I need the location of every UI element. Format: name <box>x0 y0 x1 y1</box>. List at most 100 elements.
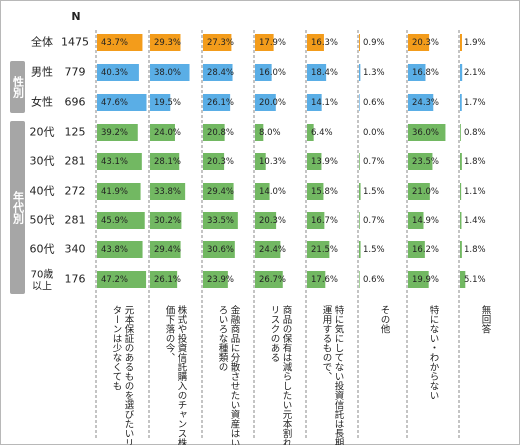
value-label-s7-r0: 1.9% <box>464 38 486 48</box>
row-n-7: 340 <box>65 243 86 256</box>
bar-s2-r4 <box>203 153 225 170</box>
value-label-s3-r2: 20.0% <box>259 98 286 108</box>
bar-s6-r2 <box>408 94 434 111</box>
value-label-s0-r0: 43.7% <box>101 38 128 48</box>
value-label-s4-r1: 18.4% <box>311 68 338 78</box>
bar-s4-r8 <box>307 271 326 288</box>
bar-s7-r8 <box>460 271 466 288</box>
bar-s7-r3 <box>460 124 461 141</box>
value-label-s0-r5: 41.9% <box>101 187 128 197</box>
value-label-s3-r0: 17.9% <box>259 38 286 48</box>
value-label-s2-r8: 23.9% <box>207 275 234 285</box>
bar-s0-r3 <box>97 124 138 141</box>
bar-s4-r4 <box>307 153 322 170</box>
value-label-s7-r4: 1.8% <box>464 157 486 167</box>
bar-s5-r8 <box>359 271 360 288</box>
value-label-s3-r7: 24.4% <box>259 245 286 255</box>
group-label-age-text: 年代別 <box>11 191 25 224</box>
row-n-5: 272 <box>65 185 86 198</box>
value-label-s6-r7: 16.2% <box>412 245 439 255</box>
row-label-0: 全体 <box>31 35 53 49</box>
row-label-8-line-2: 以上 <box>32 281 52 293</box>
bar-s1-r7 <box>150 241 181 258</box>
bar-s2-r8 <box>203 271 228 288</box>
group-label-gender-text: 性別 <box>11 76 25 98</box>
bar-s6-r6 <box>408 212 424 229</box>
category-label-3-line-1: 商品の保有は減らしたい元本割れ <box>281 304 293 445</box>
value-label-s0-r7: 43.8% <box>101 245 128 255</box>
value-label-s1-r4: 28.1% <box>154 157 181 167</box>
value-label-s5-r8: 0.6% <box>363 275 385 285</box>
value-label-s6-r1: 16.8% <box>412 68 439 78</box>
bar-s3-r0 <box>255 34 274 51</box>
row-label-7: 60代 <box>30 243 55 256</box>
row-label-1: 男性 <box>31 65 53 79</box>
value-label-s2-r3: 20.8% <box>207 128 234 138</box>
category-label-6-line-1: 特にない・わからない <box>428 304 440 400</box>
value-label-s0-r6: 45.9% <box>101 216 128 226</box>
bar-s0-r1 <box>97 64 139 81</box>
value-label-s2-r4: 20.3% <box>207 157 234 167</box>
bar-s7-r0 <box>460 34 462 51</box>
value-label-s4-r0: 16.3% <box>311 38 338 48</box>
bar-s4-r7 <box>307 241 330 258</box>
value-label-s1-r1: 38.0% <box>154 68 181 78</box>
bar-s7-r4 <box>460 153 462 170</box>
value-label-s1-r6: 30.2% <box>154 216 181 226</box>
bar-s5-r7 <box>359 241 361 258</box>
value-label-s6-r3: 36.0% <box>412 128 439 138</box>
row-n-4: 281 <box>65 155 86 168</box>
bar-s0-r7 <box>97 241 143 258</box>
bar-s6-r5 <box>408 183 430 200</box>
bar-s2-r6 <box>203 212 238 229</box>
bar-s5-r6 <box>359 212 360 229</box>
row-label-8-line-1: 70歳 <box>31 269 54 281</box>
category-label-1-line-1: 株式や投資信託購入のチャンス株 <box>176 304 188 445</box>
value-label-s2-r6: 33.5% <box>207 216 234 226</box>
value-label-s4-r7: 21.5% <box>311 245 338 255</box>
bar-s5-r1 <box>359 64 361 81</box>
value-label-s2-r7: 30.6% <box>207 245 234 255</box>
value-label-s6-r8: 19.9% <box>412 275 439 285</box>
value-label-s5-r4: 0.7% <box>363 157 385 167</box>
bar-s2-r3 <box>203 124 225 141</box>
value-label-s6-r5: 21.0% <box>412 187 439 197</box>
bar-s3-r6 <box>255 212 277 229</box>
group-label-age: 年代別 <box>10 121 25 294</box>
category-label-1-line-2: 価下落の今、 <box>164 304 176 362</box>
bar-s6-r3 <box>408 124 446 141</box>
value-label-s4-r6: 16.7% <box>311 216 338 226</box>
value-label-s5-r2: 0.6% <box>363 98 385 108</box>
value-label-s7-r5: 1.1% <box>464 187 486 197</box>
bar-s3-r1 <box>255 64 272 81</box>
value-label-s4-r3: 6.4% <box>311 128 333 138</box>
value-label-s6-r0: 20.3% <box>412 38 439 48</box>
row-n-1: 779 <box>65 66 86 79</box>
bar-s2-r1 <box>203 64 233 81</box>
bar-s7-r1 <box>460 64 463 81</box>
bar-s6-r4 <box>408 153 433 170</box>
value-label-s4-r8: 17.6% <box>311 275 338 285</box>
bar-s4-r6 <box>307 212 325 229</box>
value-label-s7-r7: 1.8% <box>464 245 486 255</box>
value-label-s1-r7: 29.4% <box>154 245 181 255</box>
value-label-s1-r5: 33.8% <box>154 187 181 197</box>
bar-s6-r7 <box>408 241 425 258</box>
bar-s0-r6 <box>97 212 145 229</box>
value-label-s2-r1: 28.4% <box>207 68 234 78</box>
value-label-s4-r2: 14.1% <box>311 98 338 108</box>
bar-s7-r7 <box>460 241 462 258</box>
bar-s6-r1 <box>408 64 426 81</box>
value-label-s2-r5: 29.4% <box>207 187 234 197</box>
value-label-s1-r0: 29.3% <box>154 38 181 48</box>
category-label-7-line-1: 無回答 <box>480 304 492 334</box>
bar-s3-r2 <box>255 94 276 111</box>
bar-s0-r4 <box>97 153 142 170</box>
value-label-s7-r2: 1.7% <box>464 98 486 108</box>
bar-s1-r2 <box>150 94 171 111</box>
value-label-s6-r2: 24.3% <box>412 98 439 108</box>
value-label-s5-r3: 0.0% <box>363 128 385 138</box>
value-label-s0-r2: 47.6% <box>101 98 128 108</box>
category-label-4-line-1: 特に気にしてない投資信託は長期 <box>333 304 345 445</box>
